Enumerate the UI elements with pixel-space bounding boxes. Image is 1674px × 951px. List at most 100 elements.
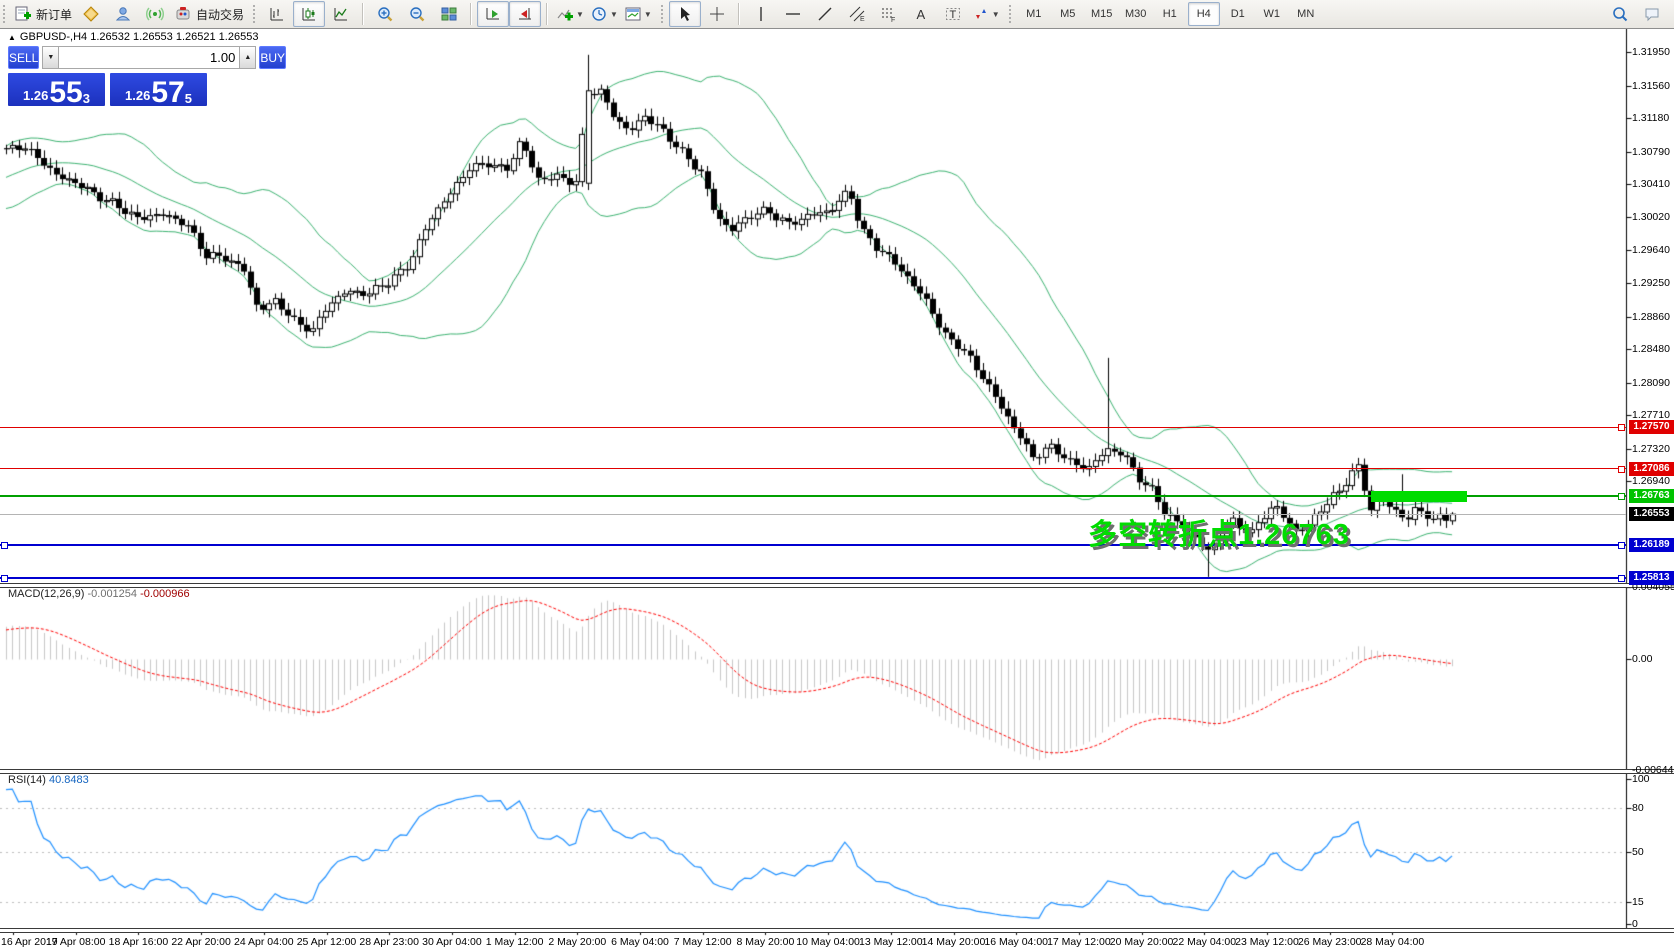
price-tag[interactable]: 1.26189	[1629, 538, 1674, 553]
horizontal-line-object[interactable]	[0, 576, 1626, 579]
price-tag[interactable]: 1.26763	[1629, 489, 1674, 504]
time-axis-label: 20 May 20:00	[1109, 936, 1174, 948]
tile-windows-button[interactable]	[433, 1, 465, 27]
toolbar-drag-handle[interactable]	[252, 4, 257, 24]
sell-button[interactable]: SELL	[8, 46, 40, 69]
toolbar-group-indicators: ▼ ▼ ▼	[550, 0, 658, 28]
community-button[interactable]	[107, 1, 139, 27]
macd-label: MACD(12,26,9) -0.001254 -0.000966	[8, 588, 190, 600]
arrows-icon	[972, 5, 990, 23]
horizontal-line-object[interactable]	[0, 468, 1626, 470]
price-tag[interactable]: 1.26553	[1629, 507, 1674, 522]
signals-button[interactable]	[139, 1, 171, 27]
svg-text:E: E	[860, 16, 865, 23]
line-handle-right[interactable]	[1618, 574, 1625, 582]
collapse-triangle-icon[interactable]: ▲	[8, 33, 16, 42]
timeframe-button-H1[interactable]: H1	[1162, 8, 1177, 20]
price-tag[interactable]: 1.27570	[1629, 420, 1674, 435]
horizontal-line-button[interactable]	[777, 1, 809, 27]
timeframe-button-M30[interactable]: M30	[1125, 8, 1147, 20]
text-label-button[interactable]: T	[937, 1, 969, 27]
buy-price-panel[interactable]: 1.26 57 5	[110, 73, 207, 108]
toolbar-group-timeframes: M1 M5 M15 M30 H1 H4 D1 W1 MN	[1014, 0, 1326, 28]
zoom-in-button[interactable]	[369, 1, 401, 27]
periods-button[interactable]: ▼	[587, 1, 621, 27]
equidistant-channel-button[interactable]: E	[841, 1, 873, 27]
auto-trading-label: 自动交易	[196, 7, 245, 22]
line-chart-button[interactable]	[325, 1, 357, 27]
clock-icon	[590, 5, 608, 23]
horizontal-line-object[interactable]	[0, 544, 1626, 547]
timeframe-button-M15[interactable]: M15	[1091, 8, 1113, 20]
toolbar-drag-handle[interactable]	[2, 4, 6, 24]
toolbar-group-scroll	[474, 0, 544, 28]
highlight-bar-object[interactable]	[1371, 491, 1467, 502]
timeframe-button-MN[interactable]: MN	[1297, 8, 1315, 20]
toolbar-group-zoom	[366, 0, 468, 28]
price-axis-tick: 1.31560	[1632, 79, 1670, 92]
text-label-icon: T	[944, 5, 962, 23]
horizontal-line-object[interactable]	[0, 426, 1626, 428]
buy-button[interactable]: BUY	[259, 46, 287, 69]
timeframe-button-H4[interactable]: H4	[1187, 2, 1220, 26]
new-order-icon	[14, 5, 32, 23]
volume-input[interactable]	[59, 46, 240, 69]
one-click-trading-panel: SELL ▼ ▲ BUY 1.26 55 3 1.26 57 5	[8, 46, 287, 108]
price-axis-tick: 1.30410	[1632, 178, 1670, 191]
auto-trading-icon	[174, 5, 192, 23]
signal-icon	[146, 5, 165, 23]
chart-annotation-text[interactable]: 多空转折点1.26763	[1088, 519, 1350, 551]
arrows-button[interactable]: ▼	[969, 1, 1003, 27]
toolbar-drag-handle[interactable]	[1007, 4, 1012, 24]
indicators-button[interactable]: ▼	[553, 1, 587, 27]
cursor-button[interactable]	[668, 1, 701, 27]
horizontal-line-object[interactable]	[0, 495, 1626, 498]
svg-text:F: F	[891, 17, 895, 23]
search-button[interactable]	[1604, 1, 1636, 27]
main-macd-separator[interactable]	[0, 583, 1674, 588]
fibonacci-button[interactable]: F	[873, 1, 905, 27]
toolbar-drag-handle[interactable]	[659, 4, 664, 24]
auto-trading-button[interactable]: 自动交易	[171, 1, 247, 27]
templates-button[interactable]: ▼	[621, 1, 655, 27]
toolbar-group-cursor	[666, 0, 736, 28]
crosshair-button[interactable]	[701, 1, 733, 27]
price-tag[interactable]: 1.27086	[1629, 461, 1674, 476]
volume-up-button[interactable]: ▲	[239, 46, 257, 69]
price-tag[interactable]: 1.25813	[1629, 570, 1674, 585]
line-handle-right[interactable]	[1618, 465, 1625, 473]
chart-shift-button[interactable]	[509, 1, 542, 27]
volume-down-button[interactable]: ▼	[42, 46, 60, 69]
rsi-value: 40.8483	[48, 774, 89, 786]
line-handle-right[interactable]	[1618, 542, 1625, 550]
time-axis-label: 17 May 12:00	[1047, 936, 1111, 948]
line-handle-right[interactable]	[1618, 493, 1625, 501]
line-handle-right[interactable]	[1618, 424, 1625, 432]
timeframe-button-W1[interactable]: W1	[1263, 8, 1280, 20]
toolbar-group-objects: E F A T ▼	[742, 0, 1006, 28]
trendline-button[interactable]	[809, 1, 841, 27]
macd-rsi-separator[interactable]	[0, 769, 1674, 774]
auto-scroll-button[interactable]	[477, 1, 510, 27]
candlestick-chart-button[interactable]	[293, 1, 326, 27]
zoom-out-button[interactable]	[401, 1, 433, 27]
sell-price-panel[interactable]: 1.26 55 3	[8, 73, 105, 108]
price-axis-tick: 1.27320	[1632, 442, 1670, 455]
volume-stepper: ▼ ▲	[42, 46, 257, 69]
timeframe-button-D1[interactable]: D1	[1230, 8, 1245, 20]
timeframe-button-M1[interactable]: M1	[1026, 8, 1042, 20]
time-axis-label: 25 Apr 12:00	[296, 936, 357, 948]
line-handle-left[interactable]	[1, 542, 8, 550]
bar-chart-button[interactable]	[261, 1, 293, 27]
tile-windows-icon	[440, 5, 458, 23]
text-button[interactable]: A	[905, 1, 937, 27]
chart-title: ▲ GBPUSD-,H4 1.26532 1.26553 1.26521 1.26…	[8, 31, 259, 43]
timeframe-button-M5[interactable]: M5	[1060, 8, 1076, 20]
metaeditor-button[interactable]	[75, 1, 107, 27]
line-handle-left[interactable]	[1, 574, 8, 582]
price-axis-tick: 1.30020	[1632, 211, 1670, 224]
vertical-line-button[interactable]	[745, 1, 777, 27]
chat-button[interactable]	[1636, 1, 1668, 27]
new-order-button[interactable]: 新订单	[11, 1, 75, 27]
